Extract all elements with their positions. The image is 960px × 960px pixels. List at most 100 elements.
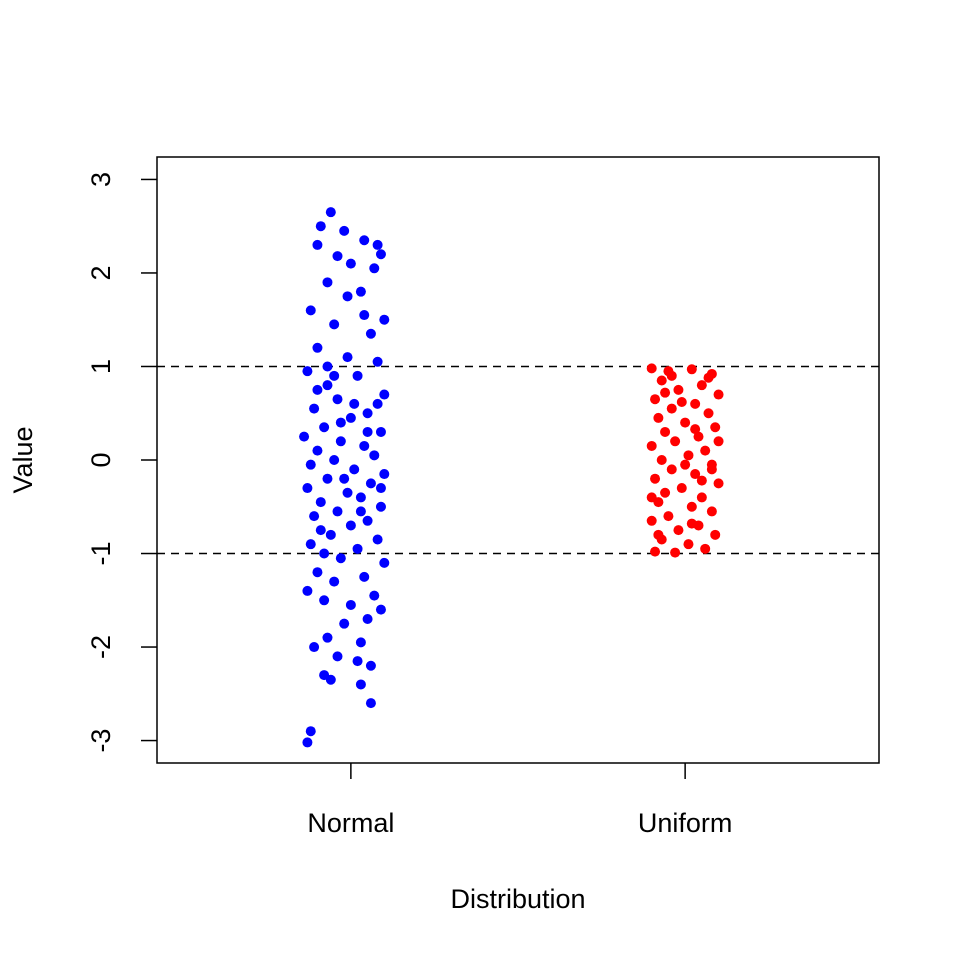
point [706,506,717,517]
point [660,426,671,437]
point [305,726,316,737]
point [713,389,724,400]
point [379,469,390,480]
point [646,492,657,503]
point [646,440,657,451]
point [329,319,340,330]
point [650,546,661,557]
point [686,518,697,529]
point [305,459,316,470]
point [309,403,320,414]
point [372,239,383,250]
point [690,424,701,435]
x-tick-label: Normal [307,808,394,838]
point [309,642,320,653]
point [713,478,724,489]
point [339,618,350,629]
point [683,450,694,461]
point [375,501,386,512]
point [305,539,316,550]
point [375,426,386,437]
point [359,571,370,582]
point [660,487,671,498]
point [372,356,383,367]
point [355,286,366,297]
point [345,599,356,610]
point [342,352,353,363]
point [339,473,350,484]
point [690,469,701,480]
point [305,305,316,316]
point [355,679,366,690]
point [319,548,330,559]
point [329,576,340,587]
point [680,417,691,428]
point [315,497,326,508]
point [693,431,704,442]
point [666,464,677,475]
point [322,277,333,288]
point [345,412,356,423]
point [673,525,684,536]
point [362,613,373,624]
point [359,310,370,321]
point [379,557,390,568]
point [345,520,356,531]
point [653,529,664,540]
point [650,394,661,405]
y-axis-label: Value [8,426,38,493]
point [372,534,383,545]
point [703,408,714,419]
point [676,483,687,494]
y-tick-label: 3 [86,172,116,187]
point [365,478,376,489]
point [309,511,320,522]
point [302,366,313,377]
point [660,387,671,398]
point [365,698,376,709]
point [312,342,323,353]
point [352,656,363,667]
point [372,398,383,409]
point [365,660,376,671]
point [375,249,386,260]
point [670,436,681,447]
y-tick-label: 1 [86,359,116,374]
point [355,506,366,517]
point [349,464,360,475]
point [302,585,313,596]
point [379,314,390,325]
point [369,590,380,601]
point [375,483,386,494]
point [683,539,694,550]
point [352,543,363,554]
point [362,408,373,419]
point [312,384,323,395]
point [332,394,343,405]
point [359,235,370,246]
point [342,291,353,302]
point [690,398,701,409]
point [355,637,366,648]
point [686,364,697,375]
point [362,426,373,437]
point [666,370,677,381]
point [322,632,333,643]
point [696,380,707,391]
point [329,455,340,465]
point [312,445,323,456]
point [345,258,356,269]
x-tick-label: Uniform [638,808,733,838]
point [329,370,340,381]
point [696,492,707,503]
point [315,221,326,232]
point [676,397,687,408]
point [369,263,380,274]
point [322,473,333,484]
point [299,431,310,442]
point [325,207,336,218]
y-tick-label: -1 [86,542,116,566]
point [362,515,373,526]
point [349,398,360,409]
